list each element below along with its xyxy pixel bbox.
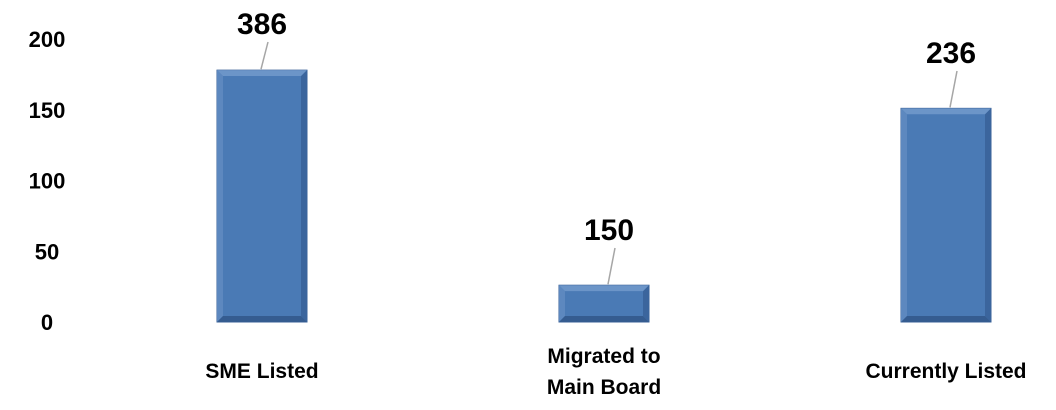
bar-bevel-left-1 [559, 285, 565, 322]
data-label-1: 150 [584, 214, 634, 247]
y-tick-label-2: 100 [29, 169, 66, 194]
category-label-line: Main Board [547, 376, 661, 399]
bar-bevel-right-0 [301, 70, 307, 322]
bars [216, 69, 992, 323]
bar-0 [216, 69, 308, 323]
bar-bevel-top-1 [559, 285, 649, 292]
y-tick-label-3: 150 [29, 98, 66, 123]
data-labels: 386 150 236 [237, 8, 976, 247]
bar-bevel-right-2 [985, 108, 991, 323]
x-axis: SME Listed Migrated to Main Board Currently… [205, 345, 1026, 399]
leader-line-0 [260, 41, 269, 70]
bar-bevel-top-0 [217, 70, 307, 77]
data-label-0: 386 [237, 8, 287, 41]
category-label-line: Migrated to [547, 345, 660, 368]
category-label-1: Migrated to Main Board [547, 345, 661, 399]
bar-bevel-bottom-0 [217, 316, 307, 322]
category-label-line: SME Listed [205, 360, 318, 383]
bar-bevel-bottom-1 [559, 316, 649, 322]
bar-bevel-right-1 [643, 285, 649, 322]
leader-line-2 [949, 70, 958, 108]
bar-1 [558, 284, 650, 323]
bar-2 [900, 107, 992, 323]
leader-line-1 [607, 247, 616, 285]
bar-bevel-bottom-2 [901, 316, 991, 322]
bar-face-0 [223, 76, 301, 316]
data-label-2: 236 [926, 37, 976, 70]
bar-face-1 [565, 291, 643, 316]
bar-bevel-top-2 [901, 108, 991, 115]
category-label-0: SME Listed [205, 360, 318, 383]
bar-bevel-left-2 [901, 108, 907, 323]
y-tick-label-0: 0 [41, 310, 53, 335]
bar-bevel-left-0 [217, 70, 223, 322]
category-label-2: Currently Listed [865, 360, 1026, 383]
leader-lines [260, 41, 958, 285]
category-label-line: Currently Listed [865, 360, 1026, 383]
y-axis: 0 50 100 150 200 [29, 27, 66, 335]
y-tick-label-4: 200 [29, 27, 66, 52]
y-tick-label-1: 50 [35, 239, 59, 264]
bar-face-2 [907, 114, 985, 317]
